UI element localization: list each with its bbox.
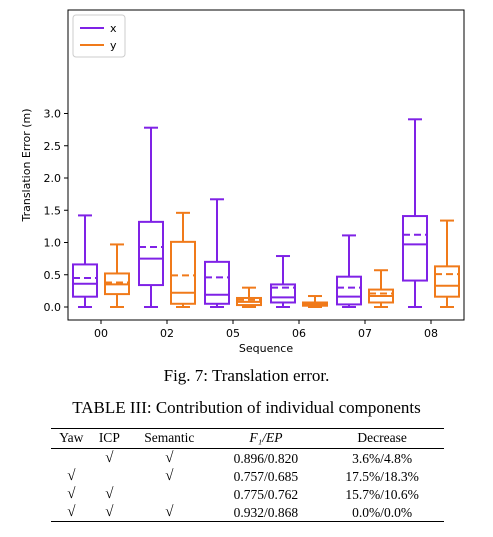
box-plot-chart: 0.0 0.5 1.0 1.5 2.0 2.5 3.0 00 02 05 06 07 08 Transla… xyxy=(20,9,465,355)
cell-f1-ep: 0.775/0.762 xyxy=(233,486,299,502)
components-table: Yaw ICP Semantic F₁/EP Decrease √ √ 0.896/… xyxy=(51,428,444,522)
legend-label-x: x xyxy=(110,22,117,35)
x-tick-label: 02 xyxy=(160,327,174,340)
box-iqr xyxy=(138,220,164,287)
plot-area xyxy=(72,118,460,308)
table-row: √ √ 0.757/0.685 17.5%/18.3% xyxy=(51,467,444,485)
box-iqr xyxy=(402,215,428,282)
cell-decrease: 17.5%/18.3% xyxy=(345,468,419,484)
cell-decrease: 15.7%/10.6% xyxy=(345,486,419,502)
cell-decrease: 0.0%/0.0% xyxy=(320,503,444,522)
box-y-05 xyxy=(236,286,262,308)
cell-yaw: √ xyxy=(67,486,76,502)
y-tick-label: 0.0 xyxy=(44,301,62,314)
cell-yaw xyxy=(51,449,92,468)
axes: 0.0 0.5 1.0 1.5 2.0 2.5 3.0 00 02 05 06 07 08 Transla… xyxy=(20,9,465,355)
y-tick-label: 1.0 xyxy=(44,237,62,250)
y-tick-label: 1.5 xyxy=(44,204,62,217)
cell-decrease: 3.6%/4.8% xyxy=(352,450,413,466)
cell-semantic xyxy=(127,485,212,503)
y-tick-label: 3.0 xyxy=(44,108,62,121)
cell-icp xyxy=(92,467,127,485)
cell-semantic: √ xyxy=(165,468,174,484)
cell-yaw: √ xyxy=(51,503,92,522)
box-y-07 xyxy=(368,269,394,308)
header-decrease: Decrease xyxy=(320,428,444,449)
y-tick-label: 2.0 xyxy=(44,172,62,185)
box-y-00 xyxy=(104,243,130,308)
header-f1-ep: F₁/EP xyxy=(211,428,321,449)
x-tick-label: 05 xyxy=(226,327,240,340)
cell-yaw: √ xyxy=(67,468,76,484)
x-tick-label: 08 xyxy=(424,327,438,340)
x-tick-label: 07 xyxy=(358,327,372,340)
x-tick-label: 00 xyxy=(94,327,108,340)
table-row: √ √ 0.775/0.762 15.7%/10.6% xyxy=(51,485,444,503)
x-tick-label: 06 xyxy=(292,327,306,340)
box-iqr xyxy=(170,240,196,305)
header-icp: ICP xyxy=(91,428,128,449)
legend: xy xyxy=(72,14,126,58)
cell-f1-ep: 0.757/0.685 xyxy=(233,468,299,484)
figure-caption: Fig. 7: Translation error. xyxy=(163,366,330,385)
box-iqr xyxy=(72,263,98,298)
cell-semantic: √ xyxy=(127,503,212,522)
box-iqr xyxy=(336,275,362,306)
box-x-06 xyxy=(270,255,296,308)
box-iqr xyxy=(204,260,230,305)
legend-label-y: y xyxy=(110,39,117,52)
y-axis-label: Translation Error (m) xyxy=(20,108,33,222)
header-semantic: Semantic xyxy=(127,428,212,449)
legend-box xyxy=(72,14,126,58)
table-header-row: Yaw ICP Semantic F₁/EP Decrease xyxy=(51,428,444,449)
table-caption: TABLE III: Contribution of individual co… xyxy=(72,398,421,417)
table-row: √ √ 0.896/0.820 3.6%/4.8% xyxy=(51,449,444,468)
box-y-08 xyxy=(434,219,460,308)
cell-icp: √ xyxy=(105,450,114,466)
box-y-06 xyxy=(302,295,328,308)
y-tick-label: 0.5 xyxy=(44,269,62,282)
box-y-02 xyxy=(170,211,196,308)
cell-f1-ep: 0.896/0.820 xyxy=(233,450,299,466)
box-x-00 xyxy=(72,214,98,308)
cell-icp: √ xyxy=(91,503,128,522)
cell-f1-ep: 0.932/0.868 xyxy=(211,503,321,522)
plot-frame xyxy=(67,9,465,321)
header-yaw: Yaw xyxy=(51,428,92,449)
cell-icp: √ xyxy=(105,486,114,502)
box-x-05 xyxy=(204,198,230,308)
table-row: √ √ √ 0.932/0.868 0.0%/0.0% xyxy=(51,503,444,522)
box-x-08 xyxy=(402,118,428,308)
box-iqr xyxy=(270,283,296,304)
y-tick-label: 2.5 xyxy=(44,140,62,153)
cell-semantic: √ xyxy=(165,450,174,466)
box-x-02 xyxy=(138,126,164,308)
x-axis-label: Sequence xyxy=(239,342,293,355)
box-x-07 xyxy=(336,234,362,308)
box-iqr xyxy=(434,265,460,298)
